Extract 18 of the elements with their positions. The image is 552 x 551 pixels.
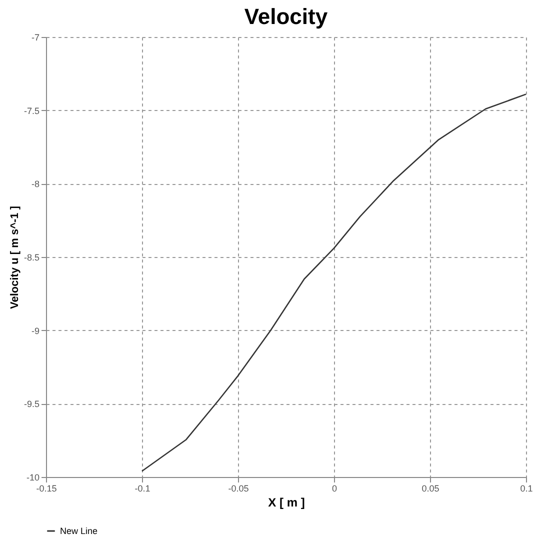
x-tick-label: -0.1 [134, 484, 150, 494]
y-tick-label: -7 [31, 32, 40, 42]
x-tick-label: 0.1 [520, 484, 533, 494]
x-tick-label: -0.15 [36, 484, 57, 494]
y-tick-label: -9.5 [24, 399, 40, 410]
x-axis-title: X [ m ] [268, 496, 305, 510]
y-tick-label: -8 [31, 179, 40, 190]
y-axis-title: Velocity u [ m s^-1 ] [8, 206, 21, 310]
x-tick-label: -0.05 [228, 484, 249, 494]
y-tick-label: -10 [26, 472, 40, 482]
x-tick-label: 0 [332, 484, 338, 494]
line-series [141, 94, 526, 472]
y-tick-label: -9 [31, 326, 40, 336]
y-tick-label: -8.5 [24, 252, 40, 262]
x-tick-label: 0.05 [422, 484, 440, 494]
legend-label: New Line [60, 526, 98, 536]
chart-title: Velocity [244, 4, 328, 29]
y-tick-label: -7.5 [24, 106, 40, 116]
